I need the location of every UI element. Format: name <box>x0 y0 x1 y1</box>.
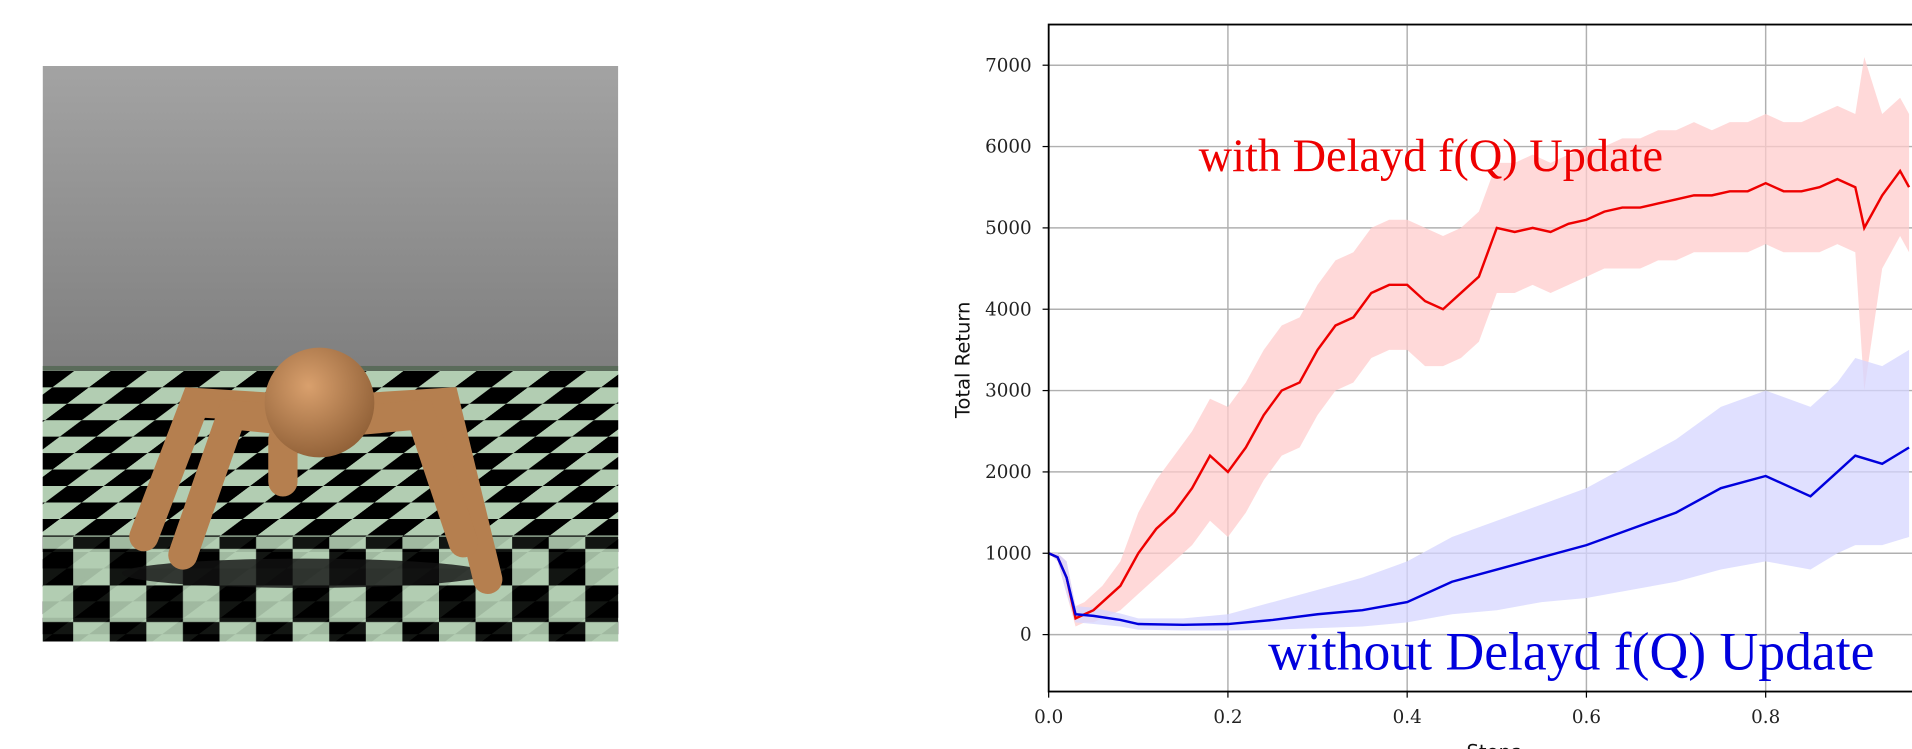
y-tick-label: 3000 <box>985 381 1032 402</box>
chart: Total Return Steps 0 1000 2000 3000 4000 5000… <box>951 23 1912 749</box>
y-tick-label: 0 <box>1020 625 1032 646</box>
error-band <box>1048 349 1910 631</box>
y-tick-label: 5000 <box>985 218 1032 239</box>
y-tick-label: 7000 <box>985 55 1032 76</box>
x-tick-label: 0.4 <box>1393 707 1422 728</box>
x-tick-label: 0.2 <box>1213 707 1242 728</box>
y-tick-label: 1000 <box>985 543 1032 564</box>
y-tick-label: 6000 <box>985 137 1032 158</box>
y-tick-label: 4000 <box>985 299 1032 320</box>
x-tick-label: 0.0 <box>1034 707 1063 728</box>
x-tick-label: 0.6 <box>1572 707 1601 728</box>
x-axis-label: Steps <box>1466 741 1521 749</box>
y-tick-label: 2000 <box>985 462 1032 483</box>
plot-frame <box>1047 23 1912 693</box>
plot-area <box>1048 24 1912 692</box>
x-tick-label: 0.8 <box>1751 707 1780 728</box>
error-band <box>1048 57 1910 627</box>
line <box>1048 168 1911 621</box>
ant-render <box>42 65 619 642</box>
annotation: with Delayd f(Q) Update <box>1199 131 1663 182</box>
annotation: without Delayd f(Q) Update <box>1268 622 1874 682</box>
y-axis-label: Total Return <box>951 302 974 419</box>
line <box>1048 446 1910 627</box>
